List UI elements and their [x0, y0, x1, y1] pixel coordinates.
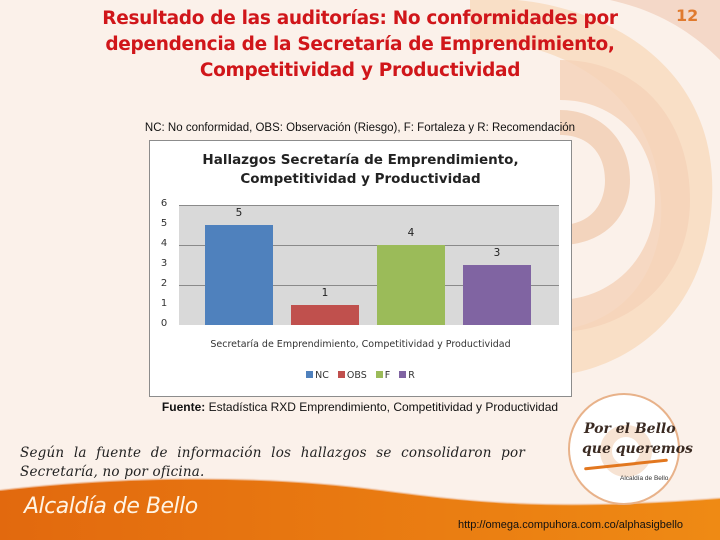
legend-swatch-r	[399, 371, 407, 378]
legend-label-f: F	[384, 370, 391, 381]
chart-legend: NC OBS F R	[150, 370, 571, 381]
data-label-r: 3	[493, 247, 501, 259]
data-label-f: 4	[407, 227, 415, 239]
page-number: 12	[676, 6, 699, 25]
bar-nc	[205, 225, 273, 325]
slide-title-line-2: dependencia de la Secretaría de Emprendi…	[105, 34, 615, 55]
gridline-2	[179, 285, 559, 286]
chart-title-line-2: Competitividad y Productividad	[240, 171, 481, 187]
source-text: Estadística RXD Emprendimiento, Competit…	[205, 400, 559, 414]
abbreviation-legend-note: NC: No conformidad, OBS: Observación (Ri…	[144, 122, 576, 134]
legend-label-nc: NC	[315, 370, 329, 381]
gridline-4	[179, 245, 559, 246]
legend-swatch-obs	[337, 371, 345, 378]
bar-obs	[291, 305, 359, 325]
y-tick-1: 1	[160, 298, 168, 309]
logo-text-line-1: Por el Bello	[584, 421, 676, 437]
legend-label-r: R	[408, 370, 415, 381]
y-tick-4: 4	[160, 238, 168, 249]
chart-title: Hallazgos Secretaría de Emprendimiento, …	[150, 151, 571, 189]
legend-item-f: F	[375, 370, 391, 381]
legend-swatch-nc	[306, 371, 314, 378]
x-axis-category-label: Secretaría de Emprendimiento, Competitiv…	[210, 339, 511, 350]
plot-area: 5 1 4 3	[179, 205, 559, 325]
data-label-nc: 5	[235, 207, 243, 219]
bar-f	[377, 245, 445, 325]
data-label-obs: 1	[321, 287, 329, 299]
gridline-6	[179, 205, 559, 206]
legend-label-obs: OBS	[346, 370, 367, 381]
por-el-bello-logo: Por el Bello que queremos Alcaldía de Be…	[568, 393, 693, 505]
y-tick-2: 2	[160, 278, 168, 289]
source-label: Fuente:	[161, 400, 206, 414]
slide-title: Resultado de las auditorías: No conformi…	[100, 6, 620, 84]
chart-source: Fuente: Estadística RXD Emprendimiento, …	[120, 400, 600, 414]
chart-title-line-1: Hallazgos Secretaría de Emprendimiento,	[202, 152, 519, 168]
legend-item-obs: OBS	[337, 370, 367, 381]
consolidation-note: Según la fuente de información los halla…	[20, 445, 525, 480]
y-tick-0: 0	[160, 318, 168, 329]
bar-r	[463, 265, 531, 325]
y-tick-5: 5	[160, 218, 168, 229]
slide-title-line-1: Resultado de las auditorías: No conformi…	[102, 8, 618, 29]
bar-chart: Hallazgos Secretaría de Emprendimiento, …	[149, 140, 572, 397]
legend-swatch-f	[375, 371, 383, 378]
y-tick-3: 3	[160, 258, 168, 269]
brand-name: Alcaldía de Bello	[24, 494, 198, 519]
logo-subtext: Alcaldía de Bello	[620, 475, 669, 482]
logo-text-line-2: que queremos	[582, 441, 693, 457]
footer-url-link[interactable]: http://omega.compuhora.com.co/alphasigbe…	[458, 519, 684, 531]
legend-item-r: R	[399, 370, 415, 381]
slide-title-line-3: Competitividad y Productividad	[199, 60, 521, 81]
legend-item-nc: NC	[306, 370, 329, 381]
y-tick-6: 6	[160, 198, 168, 209]
